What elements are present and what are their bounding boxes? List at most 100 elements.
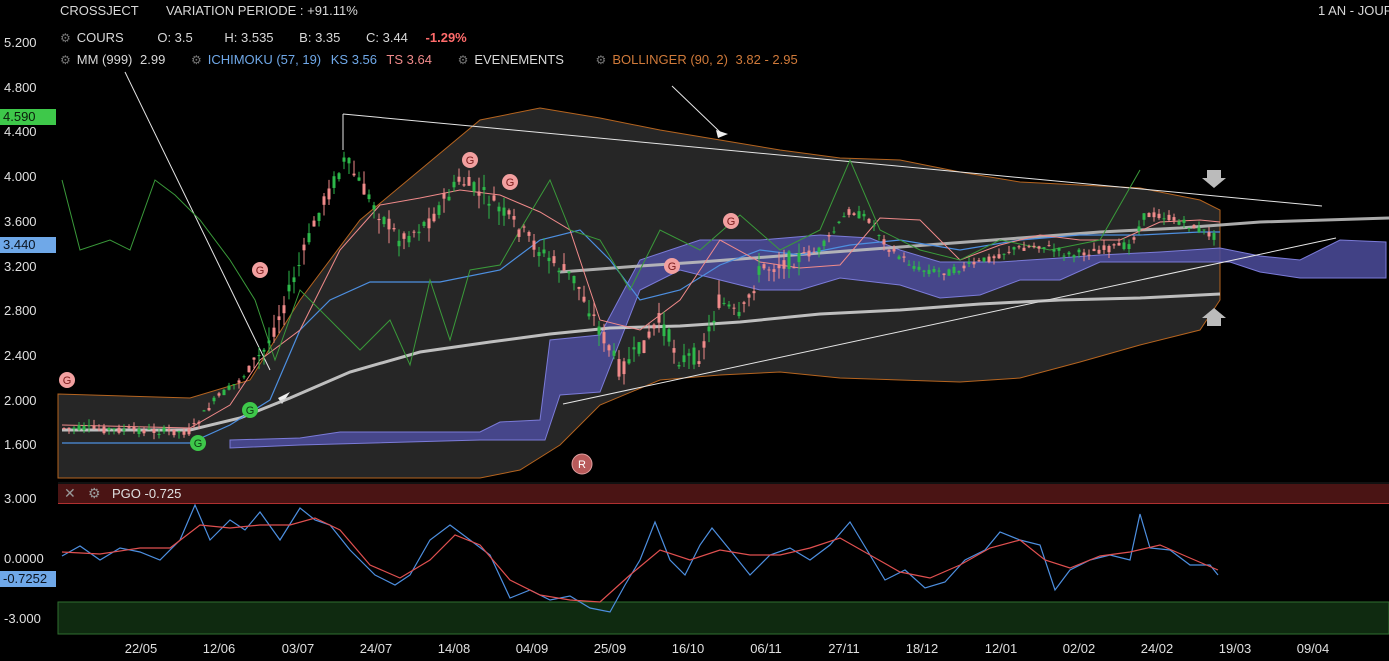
candle <box>782 249 786 279</box>
candle <box>507 208 511 220</box>
candle <box>557 267 561 283</box>
candle <box>402 231 406 250</box>
candle <box>447 188 451 202</box>
candle <box>177 430 181 439</box>
candle <box>542 238 546 258</box>
candle <box>1202 229 1206 235</box>
candle <box>97 424 101 432</box>
candle <box>452 174 456 192</box>
mm-999-line <box>62 292 1221 432</box>
candle <box>932 266 936 274</box>
candle <box>457 168 461 185</box>
bollinger-label[interactable]: BOLLINGER (90, 2) <box>612 52 728 67</box>
trend-lines[interactable] <box>124 71 1337 405</box>
candle <box>592 301 596 326</box>
candle <box>527 230 531 242</box>
gear-icon[interactable]: ⚙ <box>60 31 71 45</box>
candle <box>982 257 986 263</box>
gear-icon[interactable]: ⚙ <box>595 53 607 67</box>
candle <box>692 342 696 370</box>
high-value: H: 3.535 <box>224 30 274 45</box>
svg-text:G: G <box>727 216 736 228</box>
candle <box>747 293 751 307</box>
close-icon[interactable]: ✕ <box>64 485 76 501</box>
candle <box>147 423 151 430</box>
svg-text:G: G <box>466 155 475 167</box>
event-g-marker: G <box>252 262 268 278</box>
candle <box>112 427 116 435</box>
candle <box>672 339 676 364</box>
price-tick: 2.400 <box>4 348 37 363</box>
event-markers[interactable]: G G G G G G G G R <box>59 152 739 475</box>
candle <box>1007 245 1011 255</box>
candle <box>267 327 271 354</box>
candlesticks[interactable] <box>62 151 1216 440</box>
candle <box>862 210 866 221</box>
period-selector[interactable]: 1 AN - JOUR <box>1318 3 1389 18</box>
candle <box>212 395 216 405</box>
price-tick: 1.600 <box>4 437 37 452</box>
candle <box>352 160 356 177</box>
event-g-marker: G <box>462 152 478 168</box>
event-g-marker-green: G <box>242 402 258 418</box>
candle <box>1012 246 1016 256</box>
candle <box>407 231 411 248</box>
candle <box>1087 249 1091 260</box>
gear-icon[interactable]: ⚙ <box>88 485 101 501</box>
mm-upper-line <box>559 216 1389 274</box>
open-value: O: 3.5 <box>157 30 193 45</box>
ichimoku-label[interactable]: ICHIMOKU (57, 19) <box>207 52 322 67</box>
gear-icon[interactable]: ⚙ <box>457 53 469 67</box>
candle <box>167 424 171 436</box>
candle <box>217 391 221 398</box>
candle <box>1112 243 1116 249</box>
mm-label[interactable]: MM (999) <box>76 52 133 67</box>
candle <box>907 260 911 266</box>
candle <box>1047 240 1051 247</box>
candle <box>162 425 166 434</box>
pgo-tick: -3.000 <box>4 611 41 626</box>
candle <box>1207 227 1211 241</box>
candle <box>817 246 821 258</box>
candle <box>347 157 351 175</box>
candle <box>142 427 146 437</box>
gear-icon[interactable]: ⚙ <box>60 53 71 67</box>
candle <box>1052 243 1056 258</box>
candle <box>397 229 401 257</box>
candle <box>727 301 731 309</box>
gear-icon[interactable]: ⚙ <box>190 53 202 67</box>
candle <box>382 215 386 228</box>
period-variation: VARIATION PERIODE : +91.11% <box>166 3 358 18</box>
candle <box>717 280 721 310</box>
candle <box>92 419 96 430</box>
evenements-label[interactable]: EVENEMENTS <box>474 52 564 67</box>
price-tick: 2.000 <box>4 393 37 408</box>
candle <box>1162 212 1166 226</box>
candle <box>567 271 571 280</box>
candle <box>662 311 666 346</box>
pgo-tick: 3.000 <box>4 491 37 506</box>
candle <box>282 296 286 326</box>
date-tick: 09/04 <box>1296 641 1330 656</box>
candle <box>302 237 306 265</box>
candle <box>1072 254 1076 263</box>
candle <box>1097 245 1101 255</box>
ks-value: KS 3.56 <box>330 52 378 67</box>
candle <box>327 179 331 206</box>
candle <box>417 224 421 241</box>
date-tick: 12/06 <box>202 641 236 656</box>
candle <box>487 195 491 219</box>
candle <box>872 220 876 231</box>
tenkan-line <box>61 189 1221 429</box>
candle <box>797 243 801 276</box>
candle <box>1032 242 1036 249</box>
candle <box>462 177 466 187</box>
candle <box>697 350 701 367</box>
candle <box>1062 253 1066 262</box>
chikou-line <box>61 158 1141 367</box>
candle <box>842 212 846 218</box>
candle <box>67 427 71 434</box>
event-g-marker-green: G <box>190 435 206 451</box>
candle <box>242 374 246 380</box>
